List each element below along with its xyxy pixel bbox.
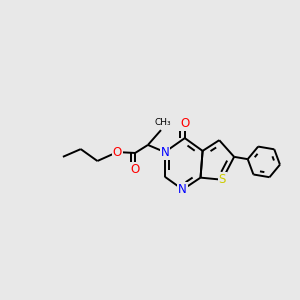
Text: N: N	[178, 183, 187, 196]
Text: O: O	[113, 146, 122, 159]
Text: O: O	[180, 117, 189, 130]
Text: CH₃: CH₃	[154, 118, 171, 127]
Text: N: N	[160, 146, 169, 159]
Text: O: O	[130, 164, 140, 176]
Text: S: S	[218, 173, 226, 186]
